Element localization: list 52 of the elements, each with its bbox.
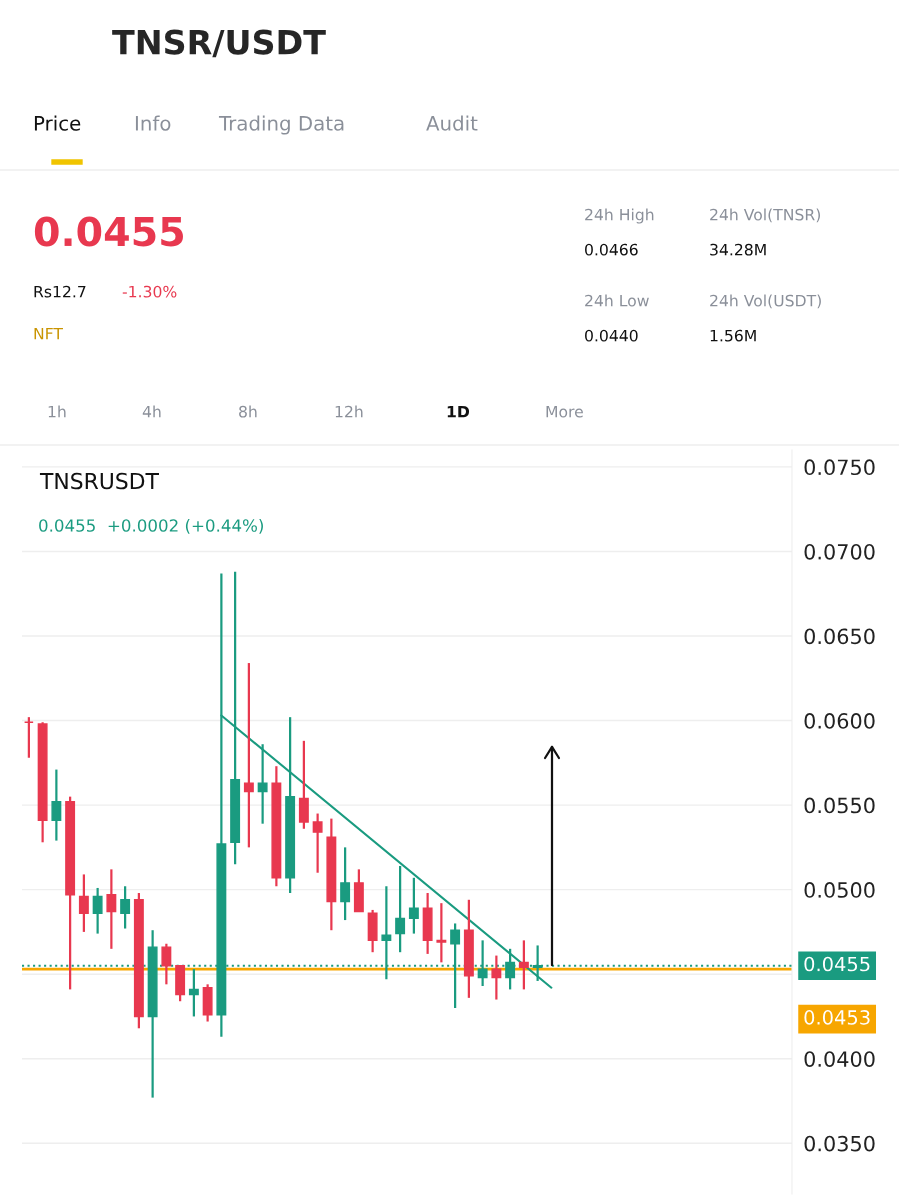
candlestick (491, 954, 502, 1001)
text: 0.0466 (585, 243, 638, 256)
chart-title: TNSR/USDT (112, 29, 326, 58)
candlestick (92, 886, 103, 935)
candlestick (408, 876, 419, 935)
y-tick-label: 0.0600 (804, 713, 875, 729)
candlestick (436, 902, 447, 964)
text: 0.0440 (585, 329, 638, 342)
text: 24h Vol(USDT) (710, 294, 821, 309)
y-tick-label: 0.0500 (804, 882, 875, 898)
candlestick (243, 661, 254, 849)
candlestick (518, 939, 529, 991)
text: 8h (239, 405, 257, 418)
text: 0.0455 (34, 216, 183, 247)
ref-line-label: 0.0453 (804, 1010, 870, 1025)
text: Audit (426, 115, 478, 131)
text: 24h Vol(TNSR) (710, 208, 820, 223)
text: More (546, 405, 583, 418)
text: 1D (447, 405, 470, 418)
text: Info (135, 115, 171, 131)
text: Rs12.7 (34, 285, 86, 298)
candlestick (340, 846, 351, 922)
text: 24h Low (585, 294, 649, 307)
text: -1.30% (122, 285, 177, 298)
candlestick (161, 942, 172, 986)
y-tick-label: 0.0400 (804, 1051, 875, 1067)
y-tick-label: 0.0350 (804, 1135, 875, 1152)
y-tick-label: 0.0700 (804, 543, 875, 560)
candlestick (51, 768, 62, 842)
text: Trading Data (218, 115, 344, 135)
text: 24h High (585, 208, 654, 224)
text: Price (34, 115, 81, 131)
candlestick (78, 873, 89, 934)
candlestick (188, 968, 199, 1018)
y-tick-label: 0.0750 (804, 459, 875, 476)
annotation: 0.0455 +0.0002 (+0.44%) (39, 518, 263, 534)
candlestick (106, 868, 117, 950)
text: 1.56M (710, 329, 756, 342)
candlestick (120, 885, 131, 930)
ref-line-label: 0.0455 (804, 956, 870, 972)
text: 12h (335, 405, 363, 418)
candlestick (312, 812, 323, 874)
text: 34.28M (710, 243, 766, 256)
text: 4h (142, 405, 161, 418)
candlestick (257, 743, 268, 825)
y-tick-label: 0.0550 (804, 797, 875, 814)
candlestick (298, 739, 309, 830)
text: 1h (48, 405, 66, 418)
y-tick-label: 0.0650 (804, 628, 875, 645)
annotation: TNSRUSDT (39, 472, 159, 490)
text: NFT (34, 327, 63, 340)
candlestick (395, 864, 406, 954)
